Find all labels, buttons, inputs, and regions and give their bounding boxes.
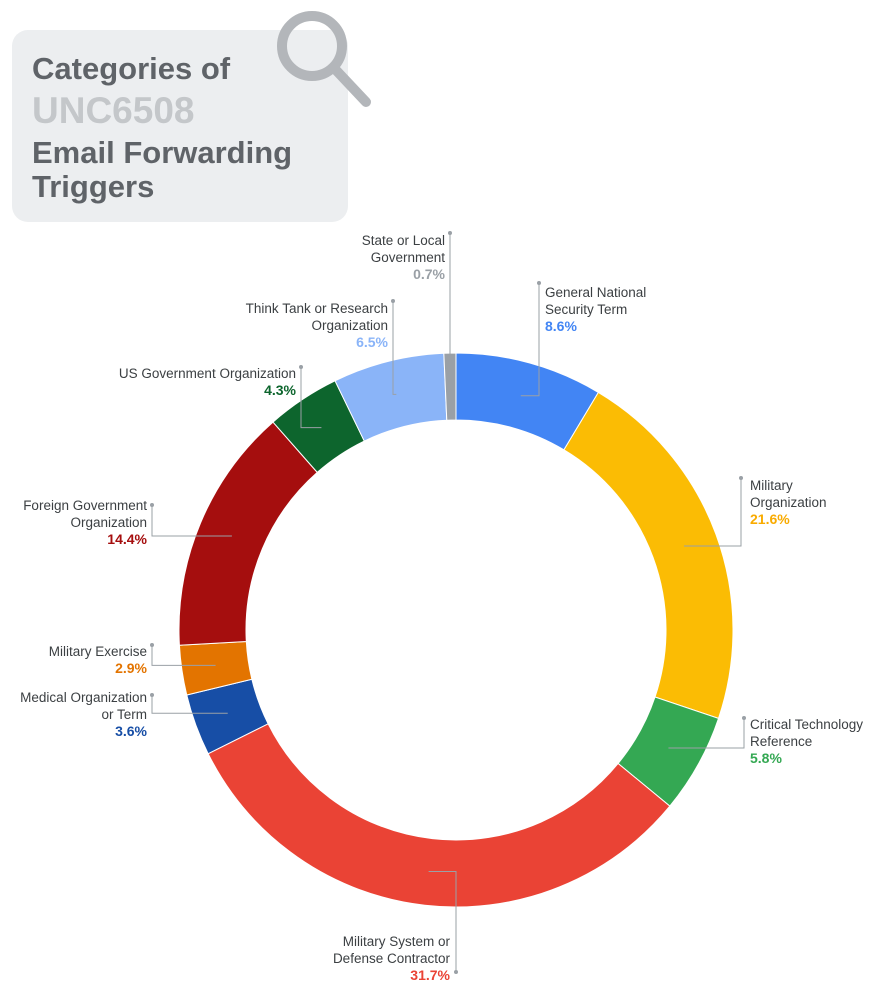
slice-label: Critical Technology Reference 5.8% [750,716,880,767]
leader-line [668,718,745,749]
category-label: Military Exercise [48,644,147,659]
leader-dot [391,299,395,303]
leader-dot [537,281,541,285]
title-line: Categories of [32,51,231,86]
slice-label: Medical Organization or Term 3.6% [7,689,147,740]
slice-label: Military System or Defense Contractor 31.… [300,933,450,984]
value-label: 2.9% [115,660,147,676]
search-icon [277,11,371,107]
category-label: Critical Technology Reference [750,717,864,749]
leader-line [151,695,228,714]
slice-label: Think Tank or Research Organization 6.5% [228,300,388,351]
value-label: 5.8% [750,750,782,766]
value-label: 4.3% [264,382,296,398]
leader-dot [742,716,746,720]
slice-label: Foreign Government Organization 14.4% [0,497,147,548]
leader-line [300,367,322,429]
leader-dot [299,365,303,369]
leader-line [392,301,397,395]
slice-label: US Government Organization 4.3% [76,365,296,399]
leader-line [151,505,232,537]
title-code: UNC6508 [32,90,195,131]
leader-dot [739,476,743,480]
donut-segment [563,391,734,720]
value-label: 14.4% [107,531,147,547]
leader-dot [454,970,458,974]
category-label: Military System or Defense Contractor [332,934,450,966]
category-label: Think Tank or Research Organization [245,301,388,333]
donut-segment [207,723,671,908]
leader-dot [150,693,154,697]
value-label: 8.6% [545,318,577,334]
category-label: General National Security Term [545,285,647,317]
leader-dot [448,231,452,235]
slice-label: Military Organization 21.6% [750,477,870,528]
category-label: Military Organization [750,478,827,510]
slice-label: State or Local Government 0.7% [345,232,445,283]
category-label: Medical Organization or Term [20,690,147,722]
leader-line [520,283,540,397]
leader-line [449,233,451,388]
leader-dot [150,503,154,507]
value-label: 6.5% [356,334,388,350]
value-label: 3.6% [115,723,147,739]
category-label: Foreign Government Organization [23,498,147,530]
slice-label: Military Exercise 2.9% [7,643,147,677]
category-label: State or Local Government [361,233,445,265]
value-label: 0.7% [413,266,445,282]
leader-line [684,478,742,547]
leader-line [428,870,457,972]
donut-segment [178,421,318,646]
title-line: Email Forwarding Triggers [32,135,293,204]
value-label: 31.7% [410,967,450,983]
slice-label: General National Security Term 8.6% [545,284,695,335]
category-label: US Government Organization [118,366,296,381]
leader-line [151,645,216,666]
value-label: 21.6% [750,511,790,527]
leader-dot [150,643,154,647]
